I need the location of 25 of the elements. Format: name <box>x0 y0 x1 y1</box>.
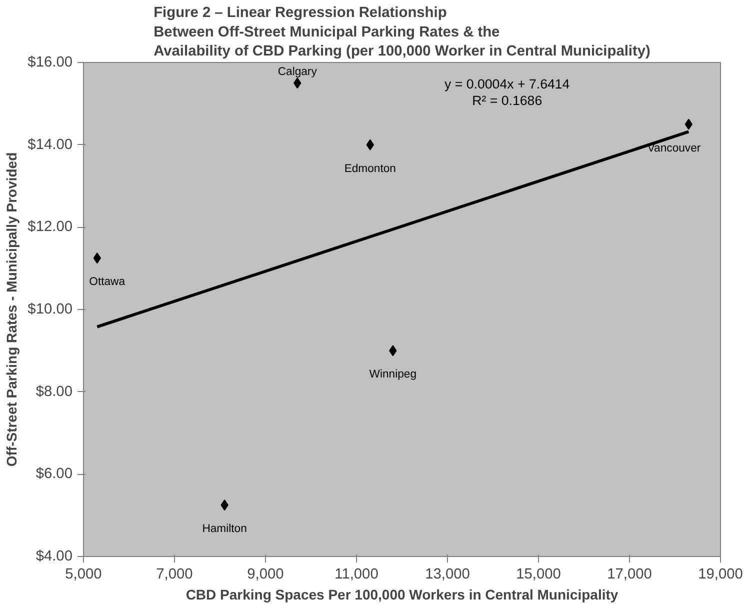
x-tick-label: 11,000 <box>334 566 378 582</box>
x-tick-label: 19,000 <box>698 566 743 582</box>
data-label: Hamilton <box>202 523 247 536</box>
x-tick-label: 15,000 <box>516 566 561 582</box>
x-tick-label: 5,000 <box>65 566 102 582</box>
data-label: Edmonton <box>344 162 396 175</box>
x-tick-label: 7,000 <box>156 566 193 582</box>
x-axis-title: CBD Parking Spaces Per 100,000 Workers in Central Municipality <box>186 586 618 602</box>
chart-title: Figure 2 – Linear Regression Relationship Between Off-Street Municipal Parking Rates & the Availability of CBD Parking (per 100,000 Worker in Central Municipality) <box>154 5 651 60</box>
x-tick-label: 9,000 <box>247 566 284 582</box>
y-tick-label: $16.00 <box>28 54 72 70</box>
data-label: Ottawa <box>89 276 126 288</box>
y-tick-label: $12.00 <box>28 219 72 236</box>
y-tick-label: $6.00 <box>36 466 73 482</box>
x-tick-label: 17,000 <box>607 566 652 582</box>
data-label: Calgary <box>278 66 318 78</box>
y-tick-label: $10.00 <box>28 302 72 318</box>
data-label: Winnipeg <box>369 368 417 381</box>
data-label: Vancouver <box>647 142 701 154</box>
x-tick-label: 13,000 <box>425 566 470 582</box>
annotation: y = 0.0004x + 7.6414 R² = 0.1686 <box>444 76 570 108</box>
y-axis-title: Off-Street Parking Rates - Municipally Provided <box>4 152 20 467</box>
y-tick-label: $4.00 <box>36 548 73 564</box>
y-tick-label: $14.00 <box>28 136 72 153</box>
y-tick-label: $8.00 <box>36 384 73 400</box>
